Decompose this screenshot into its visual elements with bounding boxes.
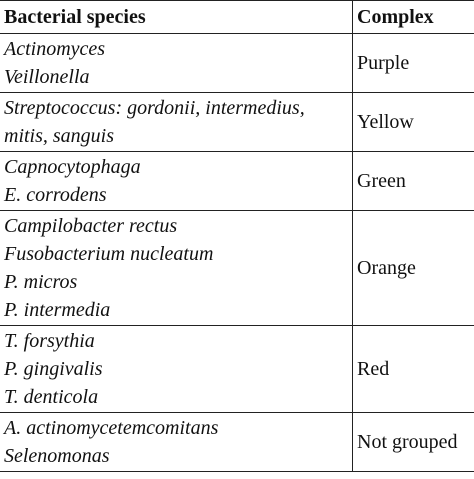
species-name: Campilobacter rectus [4, 215, 178, 237]
species-cell: Actinomyces Veillonella [0, 33, 353, 93]
table-row: A. actinomycetemcomitans Selenomonas Not… [0, 412, 474, 472]
species-name: Actinomyces [4, 38, 106, 60]
species-cell: Campilobacter rectus Fusobacterium nucle… [0, 210, 353, 326]
complex-cell: Yellow [352, 92, 474, 152]
species-name: E. corrodens [4, 184, 107, 206]
complex-cell: Not grouped [352, 412, 474, 472]
species-name: Capnocytophaga [4, 156, 141, 178]
complex-cell: Purple [352, 33, 474, 93]
species-name: T. denticola [4, 386, 99, 408]
species-cell: T. forsythia P. gingivalis T. denticola [0, 325, 353, 413]
species-name: P. intermedia [4, 299, 111, 321]
species-name: mitis, sanguis [4, 125, 115, 147]
table-row: Campilobacter rectus Fusobacterium nucle… [0, 210, 474, 326]
table-row: Capnocytophaga E. corrodens Green [0, 151, 474, 211]
header-row: Bacterial species Complex [0, 0, 474, 34]
species-name: Streptococcus: gordonii, intermedius, [4, 97, 305, 119]
complex-cell: Green [352, 151, 474, 211]
table-row: T. forsythia P. gingivalis T. denticola … [0, 325, 474, 413]
species-cell: Capnocytophaga E. corrodens [0, 151, 353, 211]
header-complex: Complex [352, 0, 474, 34]
header-species: Bacterial species [0, 0, 353, 34]
species-name: Selenomonas [4, 445, 110, 467]
table-row: Streptococcus: gordonii, intermedius, mi… [0, 92, 474, 152]
species-cell: Streptococcus: gordonii, intermedius, mi… [0, 92, 353, 152]
species-name: Veillonella [4, 66, 90, 88]
species-name: P. gingivalis [4, 358, 103, 380]
species-name: T. forsythia [4, 330, 95, 352]
complex-cell: Red [352, 325, 474, 413]
species-name: A. actinomycetemcomitans [4, 417, 219, 439]
species-name: Fusobacterium nucleatum [4, 243, 214, 265]
species-cell: A. actinomycetemcomitans Selenomonas [0, 412, 353, 472]
complex-cell: Orange [352, 210, 474, 326]
table-row: Actinomyces Veillonella Purple [0, 33, 474, 93]
species-name: P. micros [4, 271, 78, 293]
